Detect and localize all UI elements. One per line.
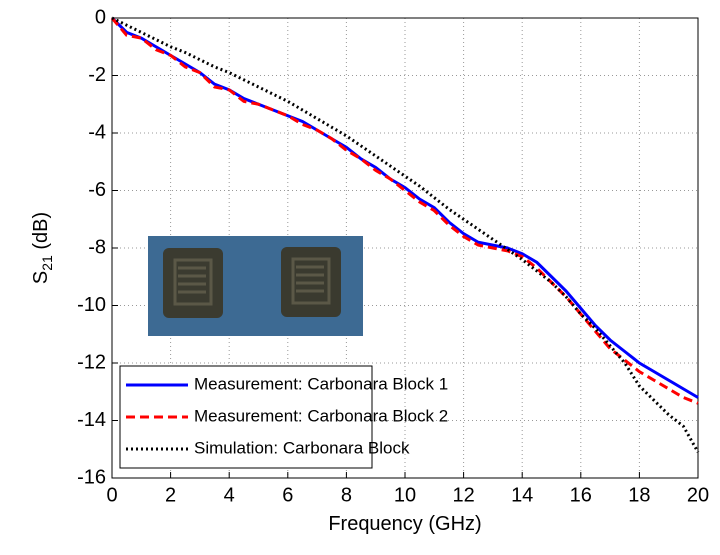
x-tick-label: 8 bbox=[341, 484, 352, 506]
y-tick-label: -2 bbox=[88, 64, 106, 86]
y-tick-label: -10 bbox=[77, 294, 106, 316]
y-tick-label: -12 bbox=[77, 351, 106, 373]
x-tick-label: 18 bbox=[628, 484, 650, 506]
y-tick-label: -6 bbox=[88, 179, 106, 201]
x-tick-label: 0 bbox=[106, 484, 117, 506]
inset-photo bbox=[148, 236, 363, 336]
plot-frame bbox=[111, 17, 699, 479]
y-axis-label: S21 (dB) bbox=[30, 212, 54, 284]
x-tick-label: 2 bbox=[165, 484, 176, 506]
y-tick-label: 0 bbox=[95, 6, 106, 28]
y-tick-label: -8 bbox=[88, 236, 106, 258]
x-tick-label: 4 bbox=[224, 484, 235, 506]
x-tick-label: 16 bbox=[570, 484, 592, 506]
legend-label: Measurement: Carbonara Block 1 bbox=[194, 374, 448, 393]
x-tick-label: 14 bbox=[511, 484, 533, 506]
series-line bbox=[111, 16, 700, 453]
y-tick-label: -14 bbox=[77, 409, 106, 431]
x-tick-label: 12 bbox=[452, 484, 474, 506]
y-label-main: S bbox=[30, 271, 52, 284]
legend-label: Simulation: Carbonara Block bbox=[194, 438, 410, 457]
x-tick-label: 10 bbox=[394, 484, 416, 506]
x-tick-label: 6 bbox=[282, 484, 293, 506]
y-tick-label: -16 bbox=[77, 466, 106, 488]
y-tick-label: -4 bbox=[88, 121, 106, 143]
series-line bbox=[110, 17, 699, 405]
x-axis-label: Frequency (GHz) bbox=[328, 513, 481, 535]
y-label-subscript: 21 bbox=[39, 255, 55, 271]
legend-label: Measurement: Carbonara Block 2 bbox=[194, 406, 448, 425]
x-tick-label: 20 bbox=[687, 484, 709, 506]
y-label-suffix: (dB) bbox=[30, 212, 52, 255]
